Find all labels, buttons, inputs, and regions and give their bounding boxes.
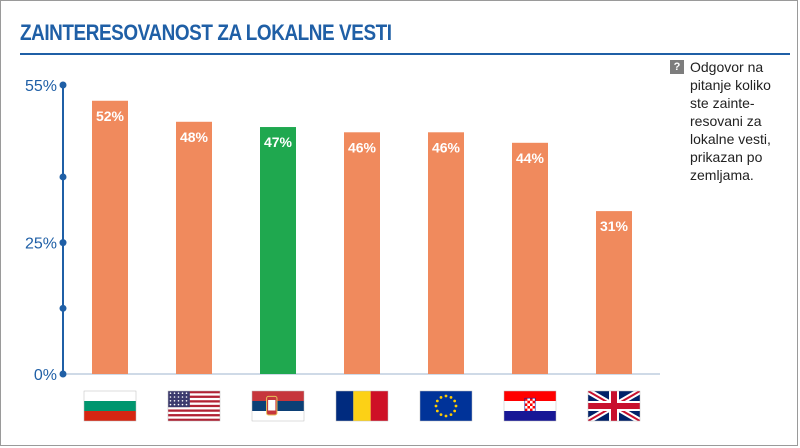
y-tick-label: 0% (34, 367, 57, 384)
usa-flag (167, 390, 221, 422)
bar-value-label: 46% (348, 139, 377, 155)
bar-usa (176, 121, 212, 374)
bar-value-label: 52% (96, 108, 125, 124)
question-icon: ? (670, 60, 684, 74)
bar-croatia (512, 142, 548, 374)
y-axis-dot (59, 81, 67, 89)
bulgaria-flag (83, 390, 137, 422)
uk-flag (587, 390, 641, 422)
chart-note: ? Odgovor na pitanje koliko ste zainte- … (670, 58, 788, 184)
y-axis-dot (59, 304, 67, 312)
bar-romania (344, 132, 380, 374)
y-tick-label: 25% (25, 236, 57, 253)
bar-bulgaria (92, 100, 128, 374)
bar-uk (596, 211, 632, 374)
y-tick-label: 55% (25, 78, 57, 95)
y-axis-dot (59, 239, 67, 247)
eu-flag (419, 390, 473, 422)
y-axis-dot (59, 370, 67, 378)
bar-value-label: 31% (600, 218, 629, 234)
y-axis-dot (59, 173, 67, 181)
croatia-flag (503, 390, 557, 422)
chart-title: ZAINTERESOVANOST ZA LOKALNE VESTI (20, 20, 392, 45)
bar-value-label: 47% (264, 134, 293, 150)
bar-serbia (260, 127, 296, 374)
title-underline (20, 53, 790, 55)
bar-value-label: 48% (180, 129, 209, 145)
bar-value-label: 46% (432, 139, 461, 155)
romania-flag (335, 390, 389, 422)
bar-value-label: 44% (516, 150, 545, 166)
note-text: Odgovor na pitanje koliko ste zainte- re… (690, 59, 771, 183)
serbia-flag (251, 390, 305, 422)
bar-eu (428, 132, 464, 374)
